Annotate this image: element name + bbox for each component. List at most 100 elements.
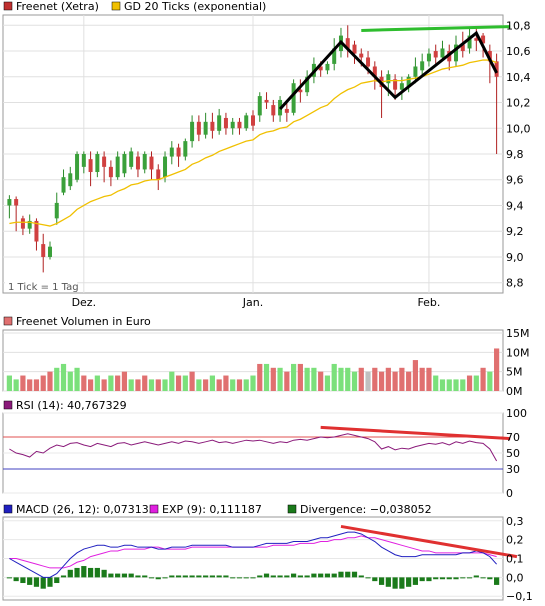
volume-bar: [263, 363, 270, 391]
volume-bar: [209, 375, 215, 391]
divergence-bar: [47, 577, 53, 587]
candle-body: [129, 151, 134, 167]
candle-body: [298, 89, 303, 93]
volume-bar: [121, 371, 128, 391]
volume-bar: [216, 379, 222, 391]
candle-body: [54, 202, 59, 219]
divergence-bar: [230, 577, 236, 579]
candle-body: [345, 38, 350, 49]
divergence-bar: [101, 569, 107, 578]
volume-bar: [304, 367, 310, 391]
divergence-bar: [480, 577, 486, 579]
macd-y-axis: 0,3 0,2 0,1 0,0 −0,1: [506, 515, 533, 603]
candle-body: [352, 44, 357, 54]
volume-bar: [378, 371, 385, 391]
price-legend-2: GD 20 Ticks (exponential): [124, 0, 266, 13]
exp-legend-swatch: [149, 504, 159, 514]
macd-trendline: [340, 524, 518, 559]
divergence-bar: [209, 575, 215, 578]
divergence-bar: [236, 577, 243, 579]
volume-bar: [494, 348, 500, 391]
candle-body: [474, 38, 479, 41]
volume-bar: [40, 375, 46, 391]
divergence-bar: [216, 575, 222, 578]
candle-body: [88, 159, 93, 173]
volume-bar: [169, 371, 175, 391]
volume-title: Freenet Volumen in Euro: [16, 315, 151, 328]
candle-body: [332, 48, 337, 64]
macd-line: [9, 531, 497, 578]
candle-body: [7, 199, 12, 206]
divergence-bar: [284, 575, 290, 578]
candle-body: [494, 61, 499, 77]
candle-body: [318, 66, 323, 71]
rsi-y-tick: 0: [506, 487, 513, 500]
candle-body: [68, 173, 73, 187]
candle-body: [481, 35, 486, 44]
volume-bar: [148, 379, 155, 391]
volume-bar: [284, 371, 290, 391]
candle-body: [237, 121, 242, 129]
divergence-bar: [115, 573, 121, 578]
candle-body: [433, 51, 438, 58]
candle-body: [122, 154, 127, 174]
candle-body: [223, 117, 228, 129]
volume-bar: [115, 375, 121, 391]
volume-bar: [175, 375, 182, 391]
candle-body: [460, 44, 465, 52]
candle-body: [41, 244, 46, 257]
volume-bar: [311, 367, 317, 391]
macd-panel: MACD (26, 12): 0,073135 EXP (9): 0,11118…: [2, 503, 533, 603]
volume-bar: [142, 375, 148, 391]
candle-body: [325, 63, 330, 71]
divergence-bar: [291, 573, 297, 578]
volume-bar: [399, 367, 405, 391]
divergence-bar: [406, 577, 412, 587]
volume-y-tick: 5M: [506, 366, 523, 379]
candle-body: [163, 156, 168, 178]
candle-body: [440, 48, 445, 58]
candle-body: [264, 99, 269, 103]
volume-bar: [324, 375, 331, 391]
divergence-bar: [108, 573, 114, 578]
price-y-tick: 10,6: [506, 45, 531, 58]
candle-body: [454, 44, 459, 62]
candle-body: [467, 35, 472, 49]
candle-body: [61, 177, 66, 193]
divergence-bar: [250, 577, 256, 579]
divergence-legend-swatch: [287, 504, 297, 514]
candle-body: [291, 83, 296, 113]
candles: [7, 25, 499, 273]
volume-bar: [182, 375, 188, 391]
macd-legend-swatch: [3, 504, 13, 514]
volume-panel: Freenet Volumen in Euro 15M 10M 5M 0M: [2, 315, 530, 398]
price-panel: Freenet (Xetra) GD 20 Ticks (exponential…: [2, 0, 531, 600]
divergence-bar: [13, 577, 19, 582]
volume-bar: [433, 375, 439, 391]
divergence-bar: [297, 575, 303, 578]
divergence-bar: [223, 575, 229, 578]
candle-body: [176, 147, 181, 157]
candle-body: [102, 156, 107, 167]
x-tick: Feb.: [417, 296, 440, 309]
volume-bar: [291, 363, 297, 391]
candle-body: [75, 154, 80, 180]
volume-bar: [426, 367, 432, 391]
divergence-bar: [433, 577, 439, 580]
price-legend-swatch-1: [3, 1, 13, 11]
volume-bar: [27, 379, 33, 391]
volume-bar: [236, 379, 243, 391]
price-y-tick: 9,6: [506, 174, 524, 187]
candle-body: [426, 53, 431, 62]
divergence-bar: [324, 573, 331, 578]
volume-bar: [189, 371, 195, 391]
volume-bar: [243, 379, 249, 391]
volume-bar: [453, 379, 459, 391]
divergence-bar: [142, 575, 148, 578]
candle-body: [47, 246, 52, 257]
volume-bar: [406, 371, 412, 391]
candle-body: [156, 169, 161, 180]
volume-bar: [74, 367, 80, 391]
price-legend-1: Freenet (Xetra): [16, 0, 99, 13]
divergence-bar: [466, 577, 473, 579]
